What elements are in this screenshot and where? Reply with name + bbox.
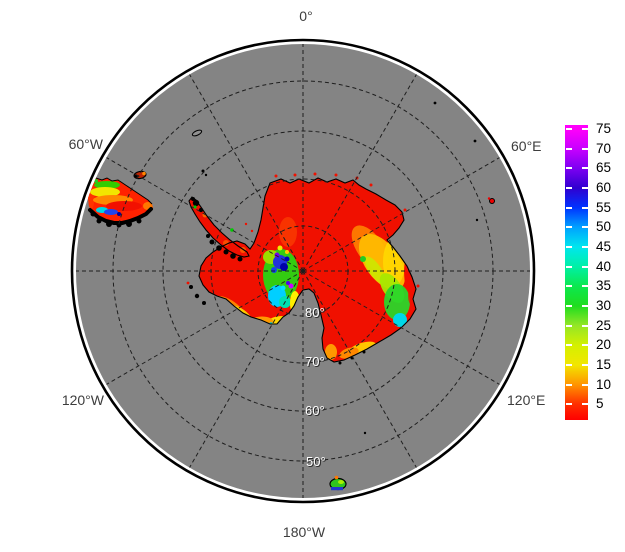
latitude-labels: 80° 70° 60° 50°: [305, 305, 326, 469]
meridian-label-60w: 60°W: [69, 136, 104, 152]
latitude-label-80: 80°: [305, 305, 325, 320]
latitude-label-60: 60°: [305, 403, 325, 418]
macquarie-island-patch: [329, 475, 347, 491]
meridian-label-120w: 120°W: [62, 392, 105, 408]
heard-island-speck: [487, 197, 495, 204]
south-america-south-coast: [88, 207, 153, 225]
map-content: 80° 70° 60° 50°: [76, 44, 530, 498]
map-inner-white-ring: [73, 41, 533, 501]
meridian-labels: 0° 60°W 60°E 120°W 120°E 180°W: [62, 8, 545, 540]
latitude-label-50: 50°: [306, 454, 326, 469]
meridian-label-60e: 60°E: [511, 138, 542, 154]
rock-islets: [189, 101, 479, 435]
meridian-label-120e: 120°E: [507, 392, 545, 408]
meridian-label-180w: 180°W: [283, 524, 326, 540]
meridian-label-0: 0°: [299, 8, 312, 24]
south-georgia-island: [191, 129, 203, 137]
map-border-circle: [70, 38, 536, 504]
red-coast-speckles: [186, 172, 420, 288]
graticule: [76, 44, 530, 498]
mainland-coastline: [198, 177, 417, 363]
falkland-island-patch: [133, 170, 147, 180]
latitude-label-70: 70°: [305, 354, 325, 369]
fuegian-islets: [90, 211, 142, 228]
antarctica-mainland: [199, 178, 416, 362]
south-america-north-coast: [89, 177, 153, 205]
